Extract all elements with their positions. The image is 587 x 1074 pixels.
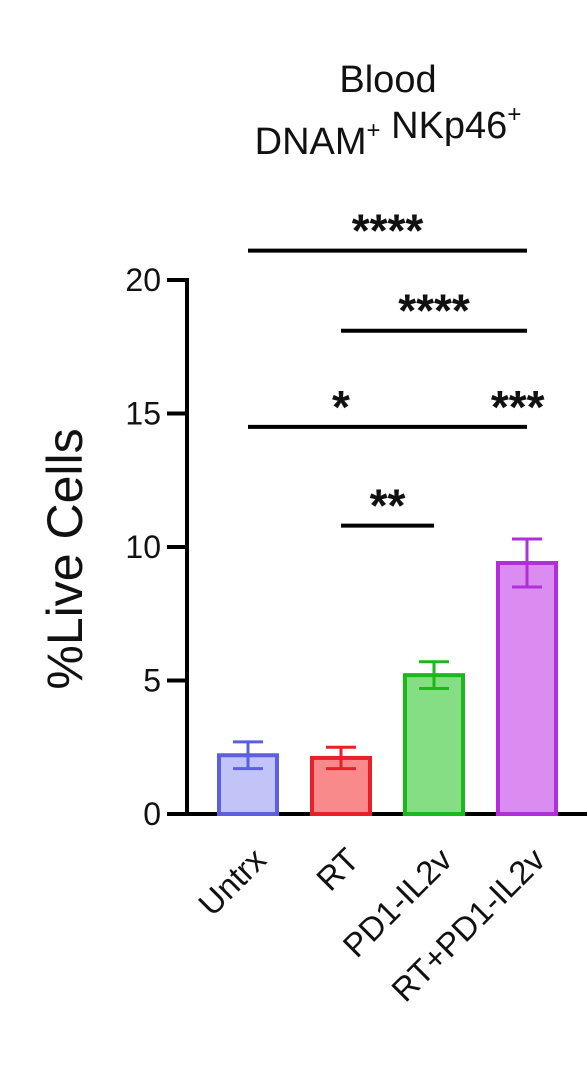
bar-rt-pd1-il2v <box>496 561 558 817</box>
significance-label: **** <box>352 205 424 257</box>
y-tick-label: 0 <box>143 796 161 832</box>
significance-label: *** <box>491 381 545 433</box>
significance-label: **** <box>398 285 470 337</box>
significance-label: * <box>332 381 350 433</box>
x-tick-label: Untrx <box>191 840 273 922</box>
chart-title-line-1: Blood <box>339 59 436 101</box>
y-tick-label: 20 <box>125 262 161 298</box>
chart-title-line-2: DNAM+ NKp46+ <box>255 101 522 163</box>
significance-label: ** <box>370 480 406 532</box>
y-tick-label: 15 <box>125 396 161 432</box>
bar-pd1-il2v <box>403 673 465 816</box>
x-tick-label: RT <box>309 841 366 898</box>
y-tick-label: 5 <box>143 663 161 699</box>
y-tick-label: 10 <box>125 529 161 565</box>
y-axis-label: %Live Cells <box>37 428 93 689</box>
